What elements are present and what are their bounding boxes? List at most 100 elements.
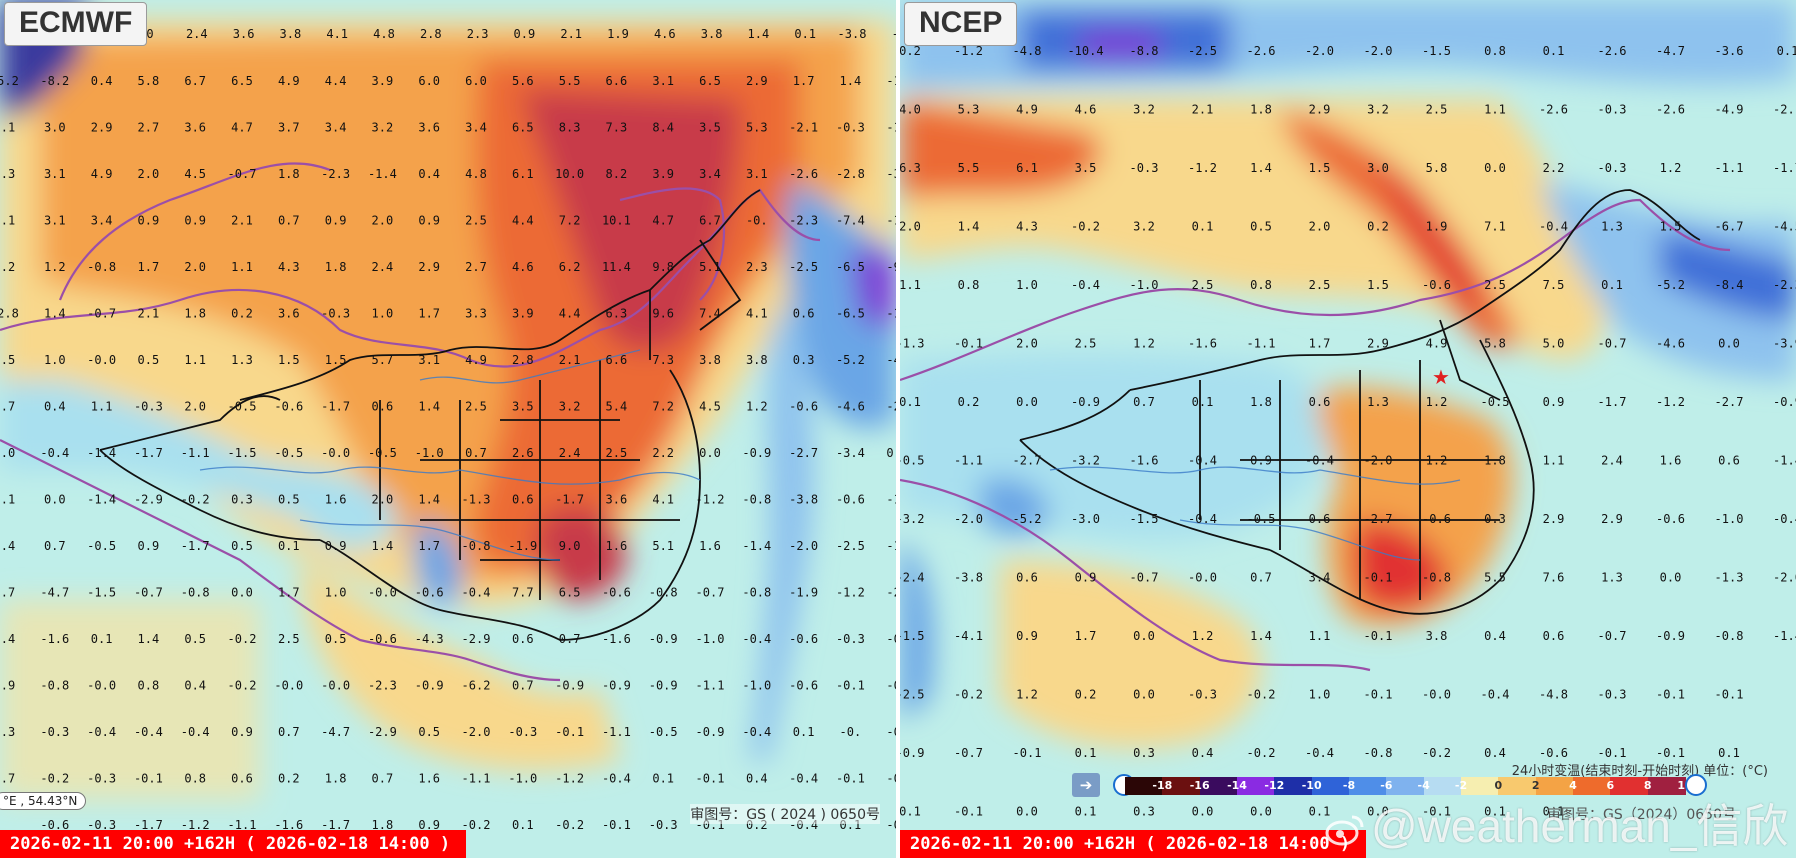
ncep-grid-value: 3.2 [1133,103,1155,117]
ecmwf-grid-value: 5.4 [606,400,628,414]
ncep-grid-value: 0.9 [1250,454,1272,468]
ncep-grid-value: 0.5 [1250,220,1272,234]
ecmwf-grid-value: -0.1 [555,725,584,739]
ecmwf-grid-value: -1.5 [228,446,257,460]
ecmwf-grid-value: 7.7 [512,586,534,600]
ncep-grid-value: -6.7 [1715,220,1744,234]
ncep-grid-value: 0.2 [958,395,980,409]
ecmwf-grid-value: -1. [886,121,896,135]
ecmwf-grid-value: -1.1 [602,725,631,739]
ecmwf-grid-value: 4.9 [278,74,300,88]
temperature-change-legend: -18-16-14-12-10-8-6-4-20246810 [1113,774,1707,796]
ecmwf-grid-value: 1.0 [44,353,66,367]
ncep-grid-value: 0.6 [1309,395,1331,409]
ecmwf-grid-value: 1.0 [325,586,347,600]
ncep-grid-value: -1.2 [954,44,983,58]
ncep-grid-value: 0.1 [1309,805,1331,819]
ecmwf-grid-value: 1.8 [278,167,300,181]
ecmwf-grid-value: 0.6 [512,493,534,507]
ecmwf-grid-value: 0.1 [512,818,534,832]
ecmwf-grid-value: -6.5 [836,307,865,321]
ncep-grid-value: -2.6 [1656,103,1685,117]
ecmwf-grid-value: -0. [886,679,896,693]
ecmwf-grid-value: 2.1 [138,307,160,321]
legend-color-swatch [1461,777,1500,795]
ecmwf-grid-value: -0.1 [836,772,865,786]
ecmwf-grid-value: 11.4 [602,260,631,274]
ncep-grid-value: 7.5 [1543,278,1565,292]
ecmwf-grid-value: -0.5 [368,446,397,460]
ecmwf-grid-value: 1.1 [231,260,253,274]
ecmwf-grid-value: 7.2 [652,400,674,414]
ecmwf-grid-value: -1.1 [181,446,210,460]
ecmwf-grid-value: 2.4 [372,260,394,274]
ecmwf-grid-value: 0.4 [91,74,113,88]
ecmwf-grid-value: -0.8 [181,586,210,600]
ecmwf-grid-value: -12 [886,307,896,321]
ecmwf-grid-value: 2.0 [138,167,160,181]
legend-tick-label: -18 [1152,779,1173,792]
ecmwf-grid-value: .4 [1,539,15,553]
ecmwf-grid-value: -2.0 [789,539,818,553]
ecmwf-grid-value: -0.3 [836,632,865,646]
ncep-grid-value: 0.9 [1075,571,1097,585]
ecmwf-grid-value: -1.6 [274,818,303,832]
ecmwf-grid-value: 5.1 [652,539,674,553]
ecmwf-grid-value: 0.0 [231,586,253,600]
ecmwf-grid-value: 0.1 [793,725,815,739]
ncep-grid-value: 1.2 [1426,454,1448,468]
ncep-map-panel[interactable]: ★ 0.2 -1.2 -4.8 -10.4 -8.8 -2.5 -2.6 -2.0 -2.0 -1… [900,0,1796,858]
ncep-grid-value: 0.1 [1601,278,1623,292]
ncep-grid-value: -8.4 [1715,278,1744,292]
ecmwf-grid-value: 2.7 [465,260,487,274]
ecmwf-grid-value: -1.4 [368,167,397,181]
ecmwf-grid-value: -0.5 [87,539,116,553]
ecmwf-grid-value: 9.0 [559,539,581,553]
legend-color-swatch [1274,777,1313,795]
ncep-grid-value: -0.3 [1598,161,1627,175]
ncep-grid-value: -1.1 [1247,337,1276,351]
ecmwf-grid-value: 1.7 [278,586,300,600]
ecmwf-grid-value: 2.3 [746,260,768,274]
legend-tick-label: -16 [1189,779,1210,792]
ecmwf-grid-value: 4.5 [699,400,721,414]
ecmwf-grid-value: -1.6 [40,632,69,646]
ecmwf-grid-value: 0.1 [91,632,113,646]
ecmwf-grid-value: 0.7 [278,725,300,739]
ecmwf-grid-value: 3.4 [699,167,721,181]
ecmwf-grid-value: -0.4 [602,772,631,786]
ecmwf-grid-value: -0.6 [836,493,865,507]
ncep-grid-value: 0.6 [1016,571,1038,585]
ecmwf-grid-value: 6.5 [699,74,721,88]
ncep-grid-value: -0.6 [1422,512,1451,526]
ecmwf-grid-value: .7 [1,586,15,600]
ncep-grid-value: 1.8 [1250,395,1272,409]
ecmwf-grid-value: -0.3 [87,772,116,786]
ncep-grid-value: 1.5 [1660,220,1682,234]
ecmwf-grid-value: -0.3 [649,818,678,832]
ecmwf-grid-value: 3.6 [418,121,440,135]
ncep-grid-value: 0.3 [1133,805,1155,819]
ecmwf-map-panel[interactable]: 0 2.4 3.6 3.8 4.1 4.8 2.8 2.3 0.9 2.1 1.9 4.6 3.8 1.4… [0,0,896,858]
ecmwf-grid-value: -2.8 [836,167,865,181]
ecmwf-temperature-field [0,0,896,858]
ecmwf-grid-value: -2.9 [368,725,397,739]
ncep-grid-value: -3.0 [1071,512,1100,526]
ncep-value-labels: 0.2 -1.2 -4.8 -10.4 -8.8 -2.5 -2.6 -2.0 -2.0 -1.5… [900,44,1796,819]
ecmwf-grid-value: 0.3 [231,493,253,507]
ncep-grid-value: -2.5 [1188,44,1217,58]
ecmwf-grid-value: 6.1 [512,167,534,181]
ecmwf-grid-value: 4.7 [652,214,674,228]
ecmwf-grid-value: 0.0 [44,493,66,507]
ecmwf-grid-value: -6.5 [836,260,865,274]
ncep-grid-value: -0.0 [1422,688,1451,702]
legend-tick-label: -12 [1264,779,1285,792]
ncep-grid-value: 2.5 [1192,278,1214,292]
ecmwf-grid-value: 4.5 [184,167,206,181]
legend-right-handle[interactable] [1685,774,1707,796]
legend-color-swatch [1311,777,1350,795]
ecmwf-grid-value: -0.2 [462,818,491,832]
arrow-right-button[interactable]: ➔ [1072,773,1100,797]
ecmwf-grid-value: -3. [886,167,896,181]
ncep-grid-value: -3.9 [1773,337,1796,351]
